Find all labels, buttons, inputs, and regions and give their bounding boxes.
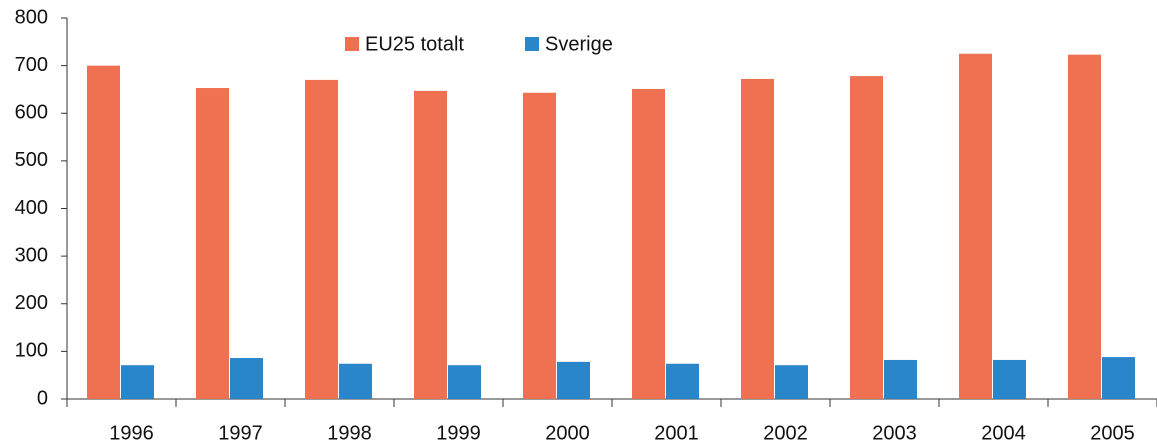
bar [1068,54,1101,399]
bar [121,365,154,399]
y-tick-label: 200 [15,292,48,314]
y-tick-label: 0 [37,387,48,409]
bar [523,92,556,400]
x-tick-label: 1999 [436,422,481,444]
legend-swatch [525,37,539,51]
y-tick-label: 600 [15,102,48,124]
bar [993,359,1026,399]
bar [666,363,699,399]
bar [557,361,590,399]
bar [741,78,774,400]
legend-label: EU25 totalt [365,33,464,55]
bar [632,88,665,400]
bar [775,365,808,399]
y-tick-label: 700 [15,54,48,76]
bar [339,363,372,399]
bar [448,365,481,399]
bar [87,65,120,399]
bar [305,79,338,399]
x-tick-label: 2004 [981,422,1026,444]
legend-swatch [345,37,359,51]
y-tick-label: 400 [15,197,48,219]
y-tick-label: 500 [15,149,48,171]
y-tick-label: 100 [15,340,48,362]
x-tick-label: 1998 [327,422,372,444]
bar [414,90,447,400]
x-tick-label: 2003 [872,422,917,444]
x-tick-label: 1997 [218,422,263,444]
bar [196,88,229,399]
x-tick-label: 2000 [545,422,590,444]
x-tick-label: 2001 [654,422,699,444]
y-tick-label: 800 [15,6,48,28]
bar [1102,357,1135,399]
x-tick-label: 2002 [763,422,808,444]
bar [850,76,883,399]
legend-label: Sverige [545,33,613,55]
x-tick-label: 2005 [1090,422,1135,444]
bar [959,53,992,399]
bar [884,359,917,399]
x-tick-label: 1996 [109,422,154,444]
y-tick-label: 300 [15,244,48,266]
bar [230,358,263,399]
